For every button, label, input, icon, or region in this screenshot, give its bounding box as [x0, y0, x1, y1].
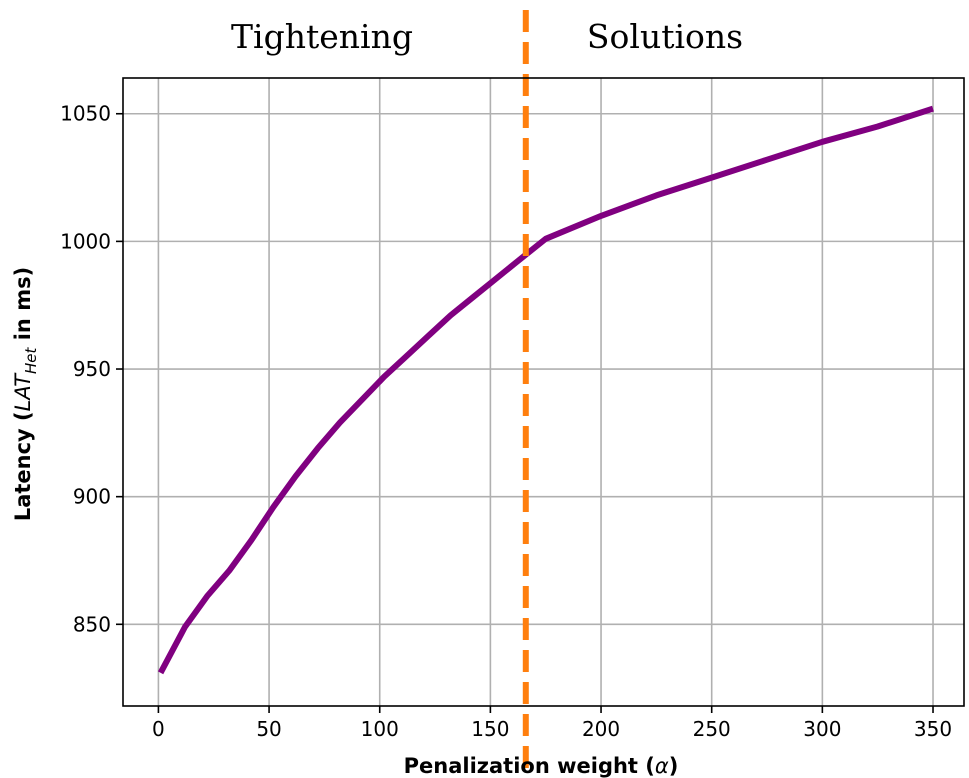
x-tick-label: 250 — [693, 717, 731, 741]
y-tick-label: 950 — [73, 357, 111, 381]
x-tick-label: 50 — [256, 717, 281, 741]
grid — [123, 78, 964, 706]
x-axis-title-symbol: α — [655, 754, 669, 778]
y-axis-title-prefix: Latency ( — [11, 411, 35, 521]
tick-layer: 0 50 100 150 200 250 300 350 850 900 950 1000 1050 — [60, 102, 952, 741]
y-tick-label: 900 — [73, 485, 111, 509]
x-tick-label: 300 — [803, 717, 841, 741]
y-tick-label: 1050 — [60, 102, 111, 126]
x-tick-label: 100 — [361, 717, 399, 741]
y-axis-title-math-sub: Het — [22, 346, 40, 374]
plot-frame — [122, 77, 965, 707]
y-axis-title: Latency (LATHet in ms) — [11, 267, 40, 521]
x-tick-label: 0 — [152, 717, 165, 741]
x-tick-label: 150 — [471, 717, 509, 741]
region-label-solutions: Solutions — [587, 17, 743, 56]
x-tick-label: 350 — [914, 717, 952, 741]
x-tick-label: 200 — [582, 717, 620, 741]
plot-border — [122, 77, 965, 707]
y-axis-title-suffix: in ms) — [11, 267, 35, 348]
y-tick-label: 1000 — [60, 229, 111, 253]
x-axis-title-prefix: Penalization weight ( — [404, 754, 655, 778]
region-label-tightening: Tightening — [231, 17, 413, 56]
y-tick-label: 850 — [73, 612, 111, 636]
data-series-line — [157, 105, 934, 675]
y-axis-title-math: LAT — [11, 372, 35, 412]
x-axis-title-suffix: ) — [669, 754, 679, 778]
series-layer — [157, 105, 934, 675]
x-axis-title: Penalization weight (α) — [404, 754, 679, 778]
